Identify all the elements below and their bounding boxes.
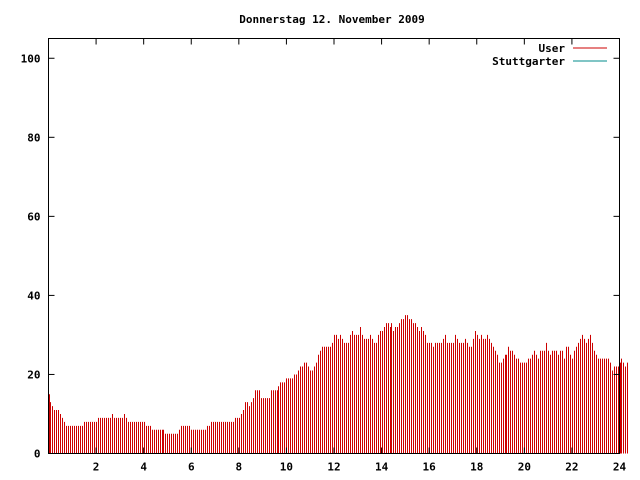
x-tick-label: 8 — [236, 461, 243, 474]
x-tick-label: 12 — [327, 461, 340, 474]
x-tick-label: 6 — [188, 461, 195, 474]
x-tick-label: 20 — [518, 461, 531, 474]
chart-title: Donnerstag 12. November 2009 — [239, 13, 424, 26]
y-tick-label: 20 — [27, 368, 40, 381]
x-tick-label: 16 — [423, 461, 437, 474]
series-user-bars — [49, 315, 628, 454]
y-tick-label: 80 — [27, 131, 40, 144]
y-tick-label: 40 — [27, 289, 40, 302]
x-tick-label: 10 — [280, 461, 293, 474]
x-tick-label: 14 — [375, 461, 389, 474]
legend: User Stuttgarter — [492, 42, 607, 68]
y-tick-label: 0 — [34, 448, 41, 461]
y-tick-label: 100 — [21, 52, 41, 65]
x-tick-label: 2 — [93, 461, 100, 474]
x-tick-label: 24 — [613, 461, 627, 474]
legend-label-stuttgarter: Stuttgarter — [492, 55, 565, 68]
x-tick-label: 18 — [470, 461, 483, 474]
x-tick-label: 22 — [565, 461, 578, 474]
x-tick-label: 4 — [140, 461, 147, 474]
y-tick-label: 60 — [27, 210, 40, 223]
legend-label-user: User — [539, 42, 566, 55]
